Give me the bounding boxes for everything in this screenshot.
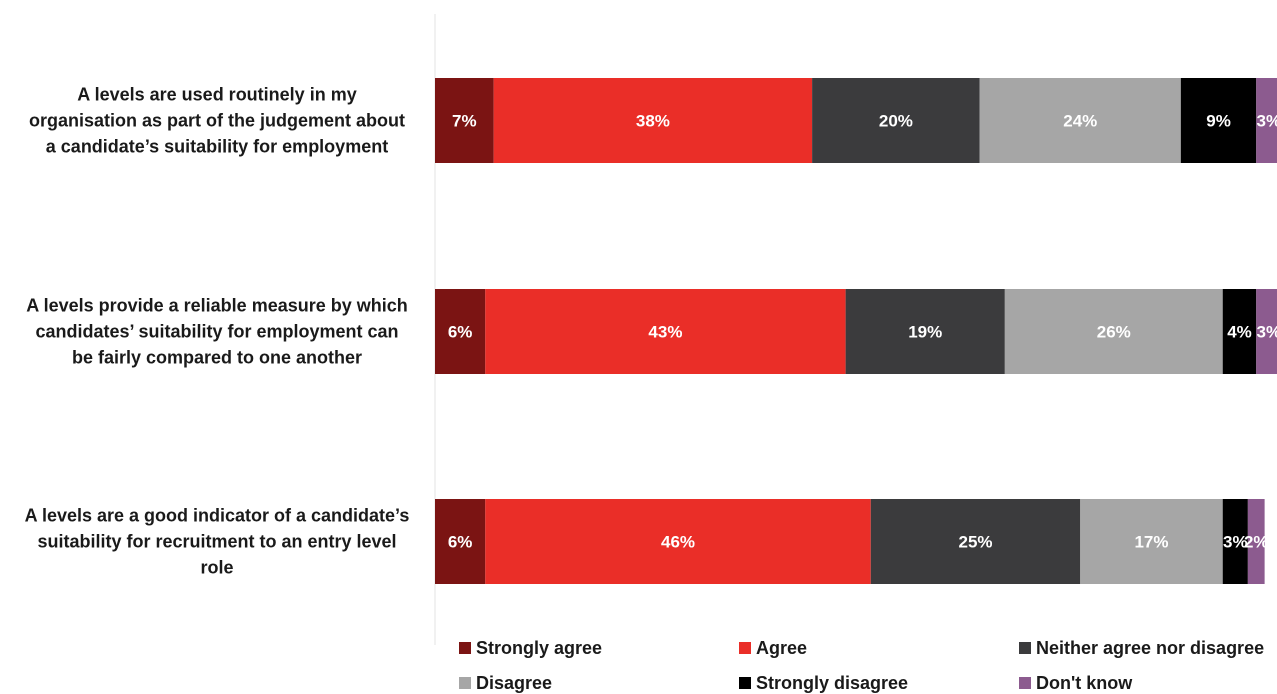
data-label: 17% bbox=[1134, 533, 1168, 552]
data-label: 6% bbox=[448, 323, 473, 342]
bar-segment bbox=[493, 78, 813, 163]
data-label: 3% bbox=[1223, 533, 1248, 552]
bar-segment bbox=[435, 78, 494, 163]
data-label: 3% bbox=[1257, 112, 1277, 131]
bar-segment bbox=[1080, 499, 1223, 584]
bar-segment bbox=[485, 289, 846, 374]
bar-segment bbox=[979, 78, 1181, 163]
legend-label: Neither agree nor disagree bbox=[1036, 638, 1264, 658]
data-label: 26% bbox=[1097, 323, 1131, 342]
bar-segment bbox=[1180, 78, 1257, 163]
data-label: 7% bbox=[452, 112, 477, 131]
data-label: 46% bbox=[661, 533, 695, 552]
bar-segment bbox=[1256, 289, 1277, 374]
data-label: 2% bbox=[1244, 533, 1269, 552]
legend-swatch bbox=[459, 642, 471, 654]
category-label-line: candidates’ suitability for employment c… bbox=[35, 322, 398, 342]
category-label: A levels provide a reliable measure by w… bbox=[26, 296, 408, 368]
category-label: A levels are used routinely in my organis… bbox=[29, 85, 405, 157]
category-label-line: A levels are a good indicator of a candi… bbox=[25, 506, 410, 526]
legend-label: Don't know bbox=[1036, 673, 1133, 693]
data-label: 3% bbox=[1257, 323, 1277, 342]
bar-segment bbox=[1247, 499, 1265, 584]
legend-swatch bbox=[739, 677, 751, 689]
plot-area: 7% 38% 20% 24% 9% 3% 6% 43% 19% 26% 4% 3% 6% 46% 25% 17… bbox=[435, 78, 1277, 584]
bar-segment bbox=[435, 289, 486, 374]
legend-swatch bbox=[1019, 677, 1031, 689]
legend-label: Agree bbox=[756, 638, 807, 658]
legend-swatch bbox=[459, 677, 471, 689]
category-label-line: a candidate’s suitability for employment bbox=[46, 137, 388, 157]
data-label: 19% bbox=[908, 323, 942, 342]
category-label: A levels are a good indicator of a candi… bbox=[25, 506, 410, 578]
bar-segment bbox=[485, 499, 871, 584]
legend-swatch bbox=[739, 642, 751, 654]
legend-label: Strongly agree bbox=[476, 638, 602, 658]
bar-segment bbox=[870, 499, 1081, 584]
category-labels: A levels are used routinely in my organis… bbox=[25, 85, 410, 578]
legend-label: Strongly disagree bbox=[756, 673, 908, 693]
bar-segment bbox=[435, 499, 486, 584]
bar-segment bbox=[1256, 78, 1277, 163]
data-label: 43% bbox=[648, 323, 682, 342]
data-label: 38% bbox=[636, 112, 670, 131]
category-label-line: suitability for recruitment to an entry … bbox=[37, 532, 396, 552]
legend-label: Disagree bbox=[476, 673, 552, 693]
data-label: 6% bbox=[448, 533, 473, 552]
data-label: 4% bbox=[1227, 323, 1252, 342]
category-label-line: A levels are used routinely in my bbox=[77, 85, 356, 105]
legend-swatch bbox=[1019, 642, 1031, 654]
data-label: 9% bbox=[1206, 112, 1231, 131]
category-label-line: A levels provide a reliable measure by w… bbox=[26, 296, 408, 316]
data-label: 20% bbox=[879, 112, 913, 131]
bar-segment bbox=[812, 78, 980, 163]
category-label-line: role bbox=[200, 558, 233, 578]
bar-segment bbox=[1222, 289, 1257, 374]
category-label-line: be fairly compared to one another bbox=[72, 348, 362, 368]
data-label: 25% bbox=[958, 533, 992, 552]
bar-segment bbox=[845, 289, 1005, 374]
bar-segment bbox=[1004, 289, 1223, 374]
category-label-line: organisation as part of the judgement ab… bbox=[29, 111, 405, 131]
legend: Strongly agree Agree Neither agree nor dis… bbox=[459, 638, 1264, 693]
bar-segment bbox=[1222, 499, 1248, 584]
data-label: 24% bbox=[1063, 112, 1097, 131]
